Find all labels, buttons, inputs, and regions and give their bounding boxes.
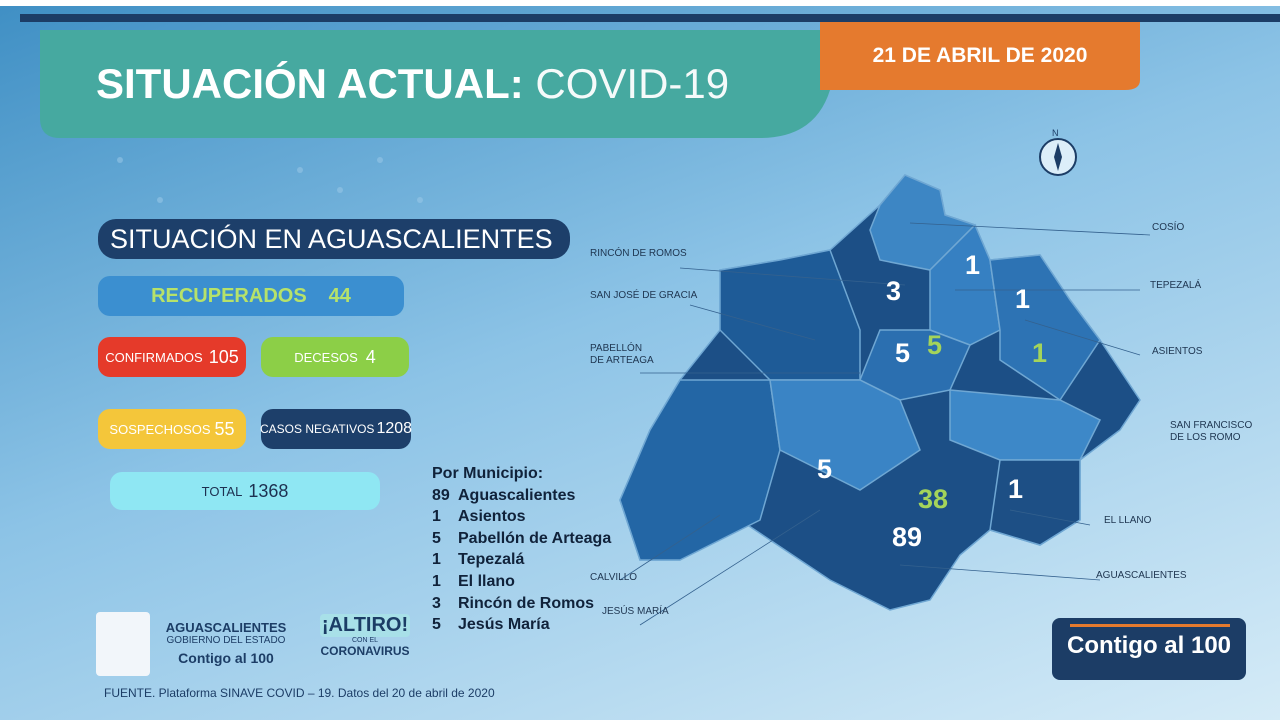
- map-label: ASIENTOS: [1152, 346, 1202, 358]
- map-label-line: SAN JOSÉ DE GRACIA: [590, 290, 698, 301]
- compass-label: N: [1052, 128, 1059, 138]
- list-count: 1: [432, 551, 441, 569]
- map-label: SAN JOSÉ DE GRACIA: [590, 290, 697, 302]
- map-number: 89: [892, 522, 923, 552]
- stat-value: 55: [214, 418, 235, 439]
- map-number: 5: [927, 330, 943, 360]
- badge: Contigo al 100: [1066, 632, 1232, 659]
- stat-value: 44: [328, 284, 351, 307]
- list-count: 1: [432, 508, 441, 526]
- list-count: 1: [432, 572, 441, 590]
- logo-text: Contigo al 100: [178, 650, 274, 666]
- list-row: 5 Pabellón de Arteaga: [432, 528, 611, 550]
- map-number: 1: [1015, 284, 1031, 314]
- list-count: 3: [432, 594, 441, 612]
- map-label-line: COSÍO: [1152, 222, 1185, 233]
- list-row: 1 El llano: [432, 571, 611, 593]
- map-number: 38: [918, 484, 949, 514]
- stat-total: TOTAL 1368: [110, 472, 380, 510]
- stat-value: 105: [208, 346, 239, 367]
- stat-label: DECESOS: [294, 349, 358, 365]
- stat-recuperados: RECUPERADOS 44: [98, 276, 404, 316]
- list-row: 89 Aguascalientes: [432, 485, 611, 507]
- map-number: 5: [895, 338, 911, 368]
- map-label: CALVILLO: [590, 572, 637, 584]
- map-number: 1: [965, 250, 981, 280]
- logo-text: GOBIERNO DEL ESTADO: [166, 635, 286, 646]
- logo-text: CON EL: [351, 637, 379, 644]
- map-label: JESÚS MARÍA: [602, 606, 669, 618]
- map-label-line: SAN FRANCISCO: [1170, 420, 1253, 431]
- list-name: Aguascalientes: [458, 486, 576, 504]
- map-label: EL LLANO: [1104, 515, 1151, 527]
- stat-label: CASOS NEGATIVOS: [259, 422, 375, 436]
- list-row: 1 Tepezalá: [432, 549, 611, 571]
- map-label: AGUASCALIENTES: [1096, 570, 1187, 582]
- stat-value: 1368: [248, 480, 289, 501]
- stat-label: RECUPERADOS: [151, 284, 307, 307]
- list-name: Pabellón de Arteaga: [458, 529, 612, 547]
- title: SITUACIÓN ACTUAL: COVID-19: [96, 60, 729, 108]
- date: 21 DE ABRIL DE 2020: [872, 44, 1088, 67]
- map-label: RINCÓN DE ROMOS: [590, 248, 687, 260]
- title-light: COVID-19: [535, 60, 730, 107]
- stat-value: 1208: [376, 420, 413, 437]
- stat-sospechosos: SOSPECHOSOS 55: [98, 409, 246, 449]
- map-label-line: DE ARTEAGA: [590, 355, 654, 366]
- map-label: TEPEZALÁ: [1150, 280, 1201, 292]
- title-bold: SITUACIÓN ACTUAL:: [96, 60, 524, 107]
- map-label-line: ASIENTOS: [1152, 346, 1203, 357]
- map-number: 3: [886, 276, 902, 306]
- map-label-line: EL LLANO: [1104, 515, 1152, 526]
- map-label-line: TEPEZALÁ: [1150, 280, 1202, 291]
- list-name: Jesús María: [458, 616, 550, 634]
- stat-decesos: DECESOS 4: [261, 337, 409, 377]
- list-name: El llano: [458, 572, 515, 590]
- list-name: Rincón de Romos: [458, 594, 595, 612]
- list-items: 89 Aguascalientes 1 Asientos 5 Pabellón de Ar…: [432, 485, 611, 636]
- map-label-line: PABELLÓN: [590, 343, 643, 354]
- list-title: Por Municipio:: [432, 465, 544, 482]
- logo-text: ¡ALTIRO!: [320, 614, 410, 637]
- logo-altiro: ¡ALTIRO! CON EL CORONAVIRUS: [320, 614, 410, 658]
- logo-text: AGUASCALIENTES: [165, 620, 287, 635]
- stat-label: SOSPECHOSOS: [109, 421, 211, 437]
- section-title: SITUACIÓN EN AGUASCALIENTES: [98, 219, 570, 259]
- list-row: 1 Asientos: [432, 506, 611, 528]
- list-count: 5: [432, 616, 441, 634]
- map-number: 5: [817, 454, 833, 484]
- stat-confirmados: CONFIRMADOS 105: [98, 337, 246, 377]
- map-label-line: RINCÓN DE ROMOS: [590, 248, 687, 259]
- source: FUENTE. Plataforma SINAVE COVID – 19. Da…: [104, 686, 495, 700]
- map-number: 1: [1032, 338, 1048, 368]
- list-name: Tepezalá: [458, 551, 525, 569]
- municipio-list: Por Municipio: 89 Aguascalientes 1 Asientos…: [432, 463, 611, 636]
- map-label-line: CALVILLO: [590, 572, 638, 583]
- list-count: 5: [432, 529, 441, 547]
- stat-negativos: CASOS NEGATIVOS 1208: [259, 409, 413, 449]
- map-label-line: JESÚS MARÍA: [602, 606, 669, 617]
- map-label: PABELLÓN DE ARTEAGA: [590, 343, 654, 367]
- map-label-line: AGUASCALIENTES: [1096, 570, 1187, 581]
- list-count: 89: [432, 486, 450, 504]
- logo-state: AGUASCALIENTES GOBIERNO DEL ESTADO Conti…: [160, 620, 292, 666]
- map-number: 1: [1008, 474, 1024, 504]
- stat-label: TOTAL: [201, 483, 243, 499]
- stat-value: 4: [365, 346, 376, 367]
- list-row: 5 Jesús María: [432, 614, 611, 636]
- stat-label: CONFIRMADOS: [105, 349, 203, 365]
- map-label-line: DE LOS ROMO: [1170, 432, 1241, 443]
- list-row: 3 Rincón de Romos: [432, 593, 611, 615]
- logo-text: CORONAVIRUS: [320, 644, 410, 658]
- map-label: COSÍO: [1152, 222, 1184, 234]
- list-name: Asientos: [458, 508, 526, 526]
- map-label: SAN FRANCISCO DE LOS ROMO: [1170, 420, 1252, 444]
